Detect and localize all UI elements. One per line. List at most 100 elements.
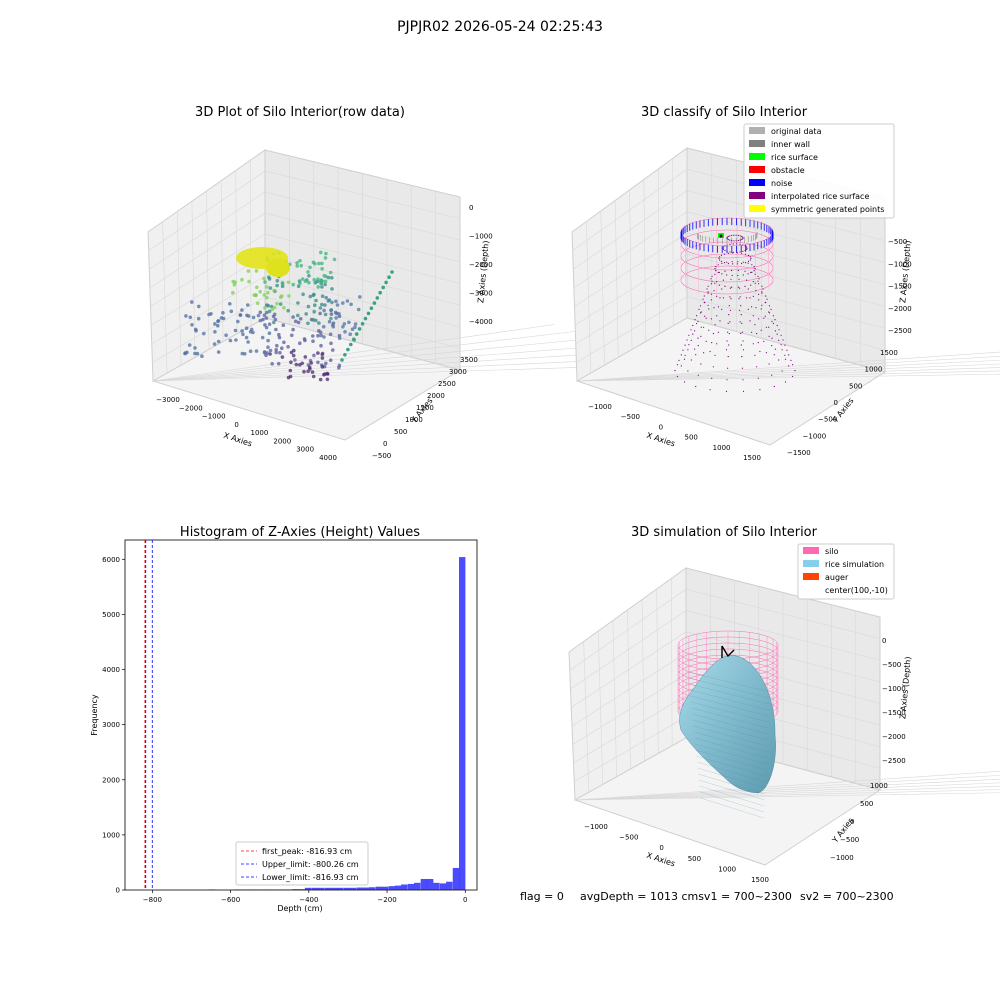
rice-mesh-line — [690, 701, 769, 723]
histogram-bar — [304, 887, 312, 890]
rice-mesh-line — [687, 671, 771, 693]
interpolated-point — [735, 234, 737, 236]
interpolated-point — [764, 302, 766, 304]
histogram-bar — [459, 557, 466, 890]
legend-label: first_peak: -816.93 cm — [262, 847, 352, 856]
raw-point — [185, 350, 189, 355]
gridline — [641, 599, 645, 762]
interpolated-point — [757, 342, 759, 344]
gridline — [672, 158, 674, 326]
gridline — [148, 170, 461, 251]
raw-point — [291, 327, 295, 332]
interpolated-point — [680, 354, 682, 356]
raw-point — [267, 322, 272, 327]
interpolated-point — [746, 247, 748, 249]
interpolated-point — [678, 359, 680, 361]
interpolated-point — [744, 285, 746, 287]
legend-label: symmetric generated points — [771, 205, 884, 214]
interpolated-point — [723, 253, 726, 255]
interpolated-point — [732, 243, 734, 245]
raw-point — [329, 341, 333, 346]
raw-point — [228, 338, 233, 343]
rice-mesh-line — [692, 713, 768, 735]
interpolated-point — [725, 349, 728, 351]
gridline — [152, 324, 555, 382]
interpolated-point — [740, 305, 742, 307]
footer-flag: flag = 0 — [520, 890, 564, 903]
gridline — [569, 588, 881, 671]
interpolated-point — [695, 385, 697, 388]
sim-scene — [677, 630, 779, 819]
sim-x-ticks: −1000 −500 0 500 1000 1500 — [584, 823, 769, 884]
raw-point — [320, 261, 324, 266]
raw-point — [263, 280, 267, 284]
gridline — [570, 610, 881, 690]
interpolated-point — [746, 297, 748, 299]
panel-raw-title: 3D Plot of Silo Interior(row data) — [195, 105, 405, 120]
interpolated-point — [761, 292, 763, 294]
raw-point — [340, 358, 344, 362]
raw-point — [252, 293, 257, 297]
raw-point — [301, 292, 305, 297]
interpolated-point — [737, 269, 740, 272]
interpolated-point — [773, 385, 775, 388]
raw-point — [347, 320, 351, 325]
raw-point — [333, 310, 338, 315]
interpolated-point — [687, 370, 689, 372]
raw-point — [320, 351, 325, 356]
interpolated-point — [765, 352, 768, 354]
interpolated-point — [752, 281, 754, 283]
raw-point — [372, 301, 377, 305]
raw-point — [207, 312, 211, 317]
histogram-bar — [279, 889, 286, 890]
interpolated-point — [736, 263, 738, 265]
rice-mesh-line — [692, 719, 768, 741]
raw-point — [212, 342, 217, 346]
raw-point — [320, 285, 324, 289]
raw-point — [295, 264, 300, 268]
interpolated-point — [728, 305, 730, 307]
interpolated-point — [730, 278, 732, 280]
interpolated-point — [726, 244, 728, 246]
interpolated-point — [712, 333, 715, 335]
interpolated-point — [740, 344, 742, 346]
raw-point — [190, 323, 194, 327]
panel-classify-title: 3D classify of Silo Interior — [641, 105, 808, 120]
gridline — [152, 296, 461, 363]
interpolated-point — [710, 283, 713, 285]
rice-mesh-line — [698, 773, 765, 795]
interpolated-point — [741, 356, 743, 358]
legend-label: inner wall — [771, 140, 810, 149]
interpolated-point — [714, 268, 716, 270]
raw-point — [306, 304, 311, 309]
interpolated-point — [737, 239, 739, 242]
interpolated-point — [771, 337, 773, 339]
raw-point — [316, 351, 320, 355]
interpolated-point — [700, 335, 702, 337]
interpolated-point — [739, 287, 741, 289]
histogram-bar — [388, 886, 396, 890]
gridline — [576, 363, 1000, 382]
interpolated-point — [711, 275, 713, 277]
interpolated-point — [683, 358, 686, 360]
interpolated-point — [680, 365, 682, 367]
raw-point — [282, 306, 286, 310]
interpolated-point — [741, 238, 743, 241]
interpolated-point — [702, 298, 704, 300]
raw-point — [298, 259, 302, 263]
interpolated-point — [737, 286, 740, 288]
histogram-bar — [381, 886, 389, 890]
interpolated-point — [722, 279, 725, 281]
interpolated-point — [760, 329, 762, 331]
interpolated-point — [755, 307, 757, 309]
interpolated-point — [707, 285, 709, 287]
interpolated-point — [771, 345, 773, 347]
raw-point — [357, 327, 362, 331]
raw-point — [272, 320, 276, 325]
raw-point — [330, 300, 334, 305]
interpolated-point — [739, 309, 741, 311]
raw-point — [240, 329, 244, 333]
gridline — [576, 370, 1000, 382]
raw-point — [320, 294, 325, 299]
